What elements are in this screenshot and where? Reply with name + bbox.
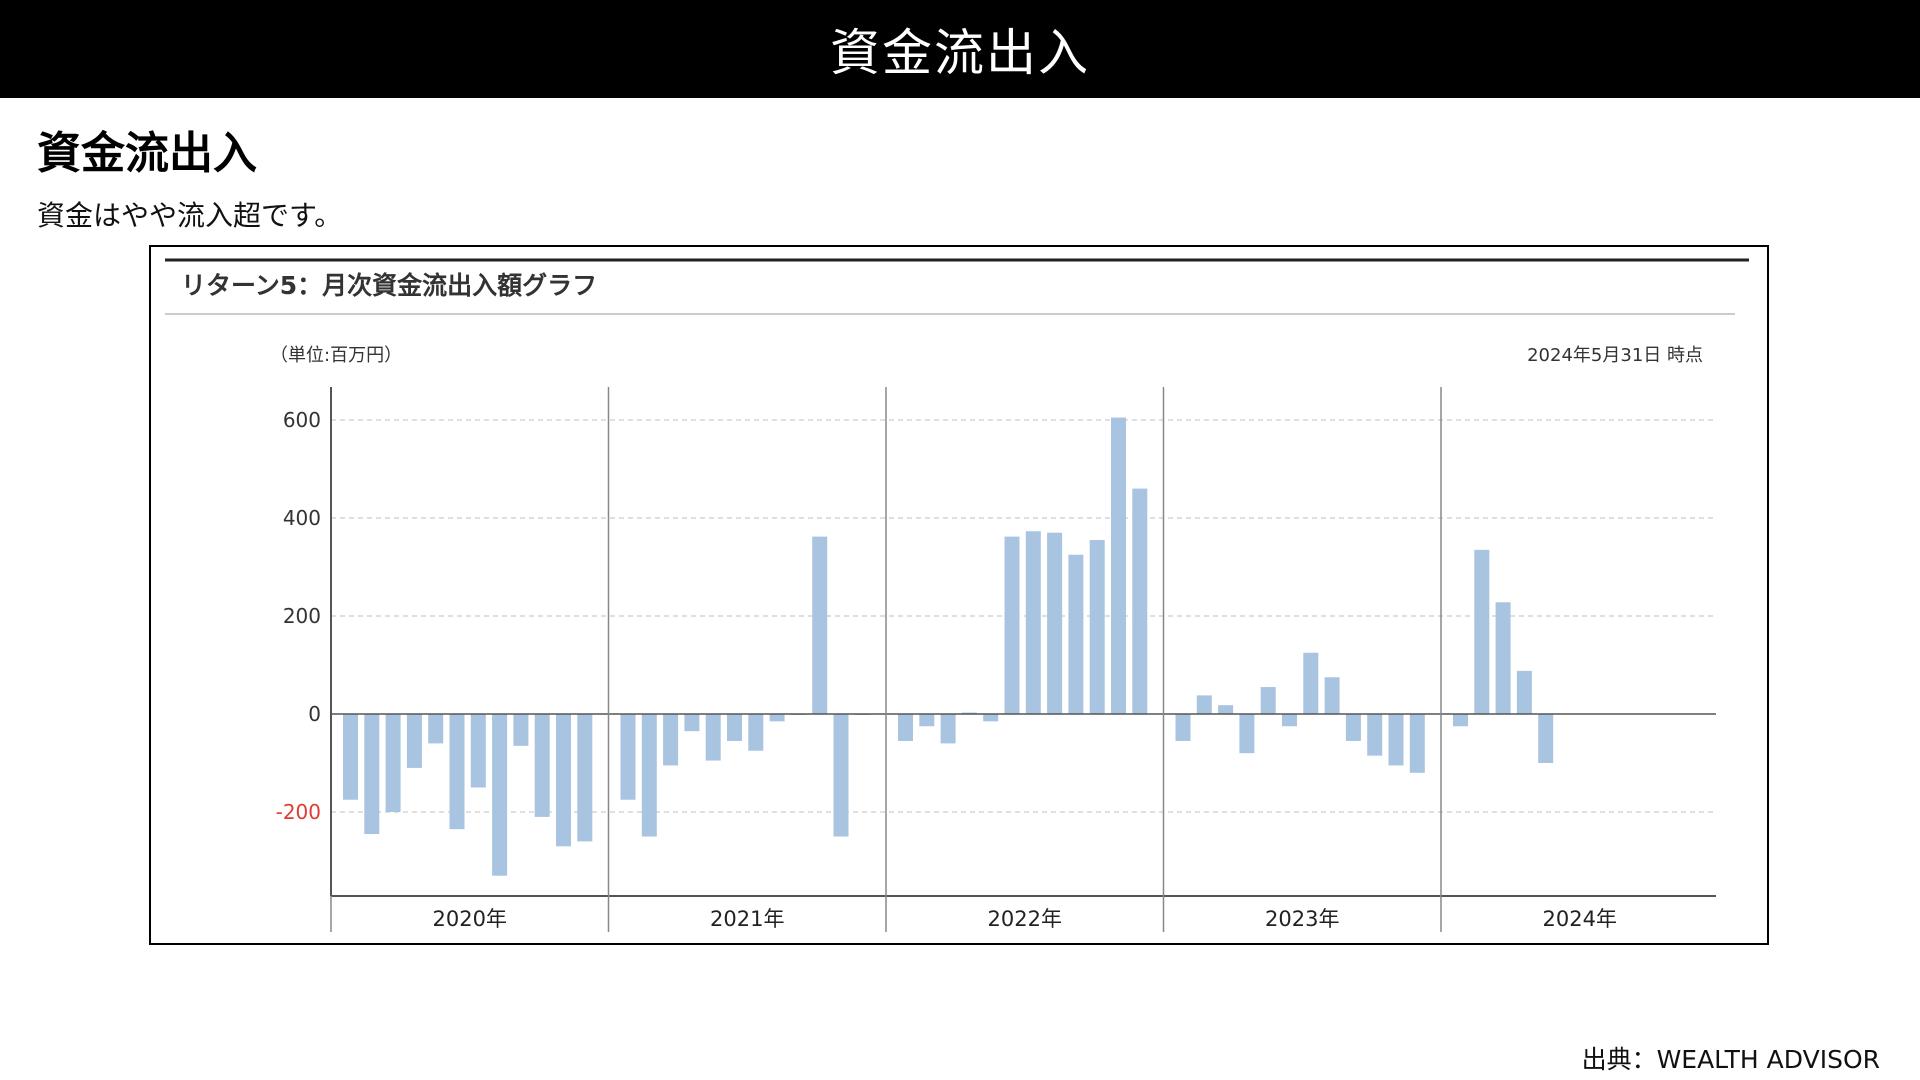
bar bbox=[1324, 677, 1340, 714]
bar bbox=[1538, 714, 1554, 763]
bar bbox=[1068, 554, 1084, 714]
bar bbox=[449, 714, 465, 830]
chart-panel: リターン5：月次資金流出入額グラフ （単位:百万円） 2024年5月31日 時点… bbox=[149, 245, 1769, 945]
bar bbox=[343, 714, 358, 800]
bar bbox=[727, 714, 742, 741]
bar bbox=[1303, 652, 1319, 714]
summary-text: 資金はやや流入超です。 bbox=[37, 199, 343, 232]
bar bbox=[1495, 602, 1511, 714]
chart-title: リターン5：月次資金流出入額グラフ bbox=[181, 271, 597, 300]
bar bbox=[577, 714, 593, 842]
bar bbox=[364, 714, 380, 835]
bar bbox=[1282, 714, 1297, 727]
x-tick-label: 2021年 bbox=[710, 907, 784, 931]
banner-title: 資金流出入 bbox=[830, 24, 1090, 82]
bar bbox=[898, 714, 913, 741]
y-tick-label: 0 bbox=[308, 702, 321, 726]
bar bbox=[1218, 705, 1234, 714]
bar bbox=[769, 714, 785, 722]
y-tick-label: -200 bbox=[276, 800, 321, 824]
x-tick-label: 2022年 bbox=[988, 907, 1062, 931]
bar bbox=[470, 714, 486, 788]
bar bbox=[919, 714, 935, 727]
bar bbox=[428, 714, 444, 744]
bar bbox=[1047, 532, 1063, 714]
bar bbox=[1345, 714, 1361, 741]
bar bbox=[556, 714, 571, 847]
bar bbox=[663, 714, 679, 766]
fund-flow-chart: リターン5：月次資金流出入額グラフ （単位:百万円） 2024年5月31日 時点… bbox=[165, 258, 1749, 932]
y-tick-label: 200 bbox=[283, 604, 321, 628]
x-tick-label: 2024年 bbox=[1543, 907, 1617, 931]
bar bbox=[1175, 714, 1191, 741]
source-note: 出典：WEALTH ADVISOR bbox=[1581, 1045, 1880, 1074]
bar bbox=[1516, 670, 1532, 714]
bar bbox=[1004, 536, 1020, 714]
bar bbox=[684, 714, 700, 732]
bar bbox=[641, 714, 657, 837]
bar bbox=[1409, 714, 1425, 773]
bar bbox=[1367, 714, 1383, 756]
y-tick-label: 600 bbox=[283, 408, 321, 432]
y-tick-label: 400 bbox=[283, 506, 321, 530]
as-of-date: 2024年5月31日 時点 bbox=[1527, 345, 1703, 366]
bar bbox=[1388, 714, 1404, 766]
bar bbox=[1111, 417, 1126, 714]
bar bbox=[1132, 488, 1148, 714]
bar bbox=[492, 714, 508, 876]
section-heading: 資金流出入 bbox=[37, 128, 257, 179]
bar bbox=[513, 714, 529, 746]
bar bbox=[1474, 549, 1490, 714]
bar bbox=[833, 714, 849, 837]
bar bbox=[1089, 540, 1105, 714]
bar bbox=[1453, 714, 1468, 727]
bar bbox=[406, 714, 422, 768]
bar bbox=[812, 536, 828, 714]
bar bbox=[1025, 531, 1041, 714]
bar bbox=[1260, 687, 1276, 714]
x-tick-label: 2023年 bbox=[1265, 907, 1339, 931]
bar bbox=[748, 714, 764, 751]
bar bbox=[620, 714, 636, 800]
x-tick-label: 2020年 bbox=[433, 907, 507, 931]
bar bbox=[940, 714, 956, 744]
bar bbox=[983, 714, 999, 722]
bar bbox=[534, 714, 550, 817]
top-banner: 資金流出入 bbox=[0, 0, 1920, 98]
bar bbox=[1196, 695, 1212, 714]
bar bbox=[385, 714, 401, 812]
bar bbox=[705, 714, 721, 761]
unit-label: （単位:百万円） bbox=[270, 345, 402, 366]
bar bbox=[1239, 714, 1255, 754]
